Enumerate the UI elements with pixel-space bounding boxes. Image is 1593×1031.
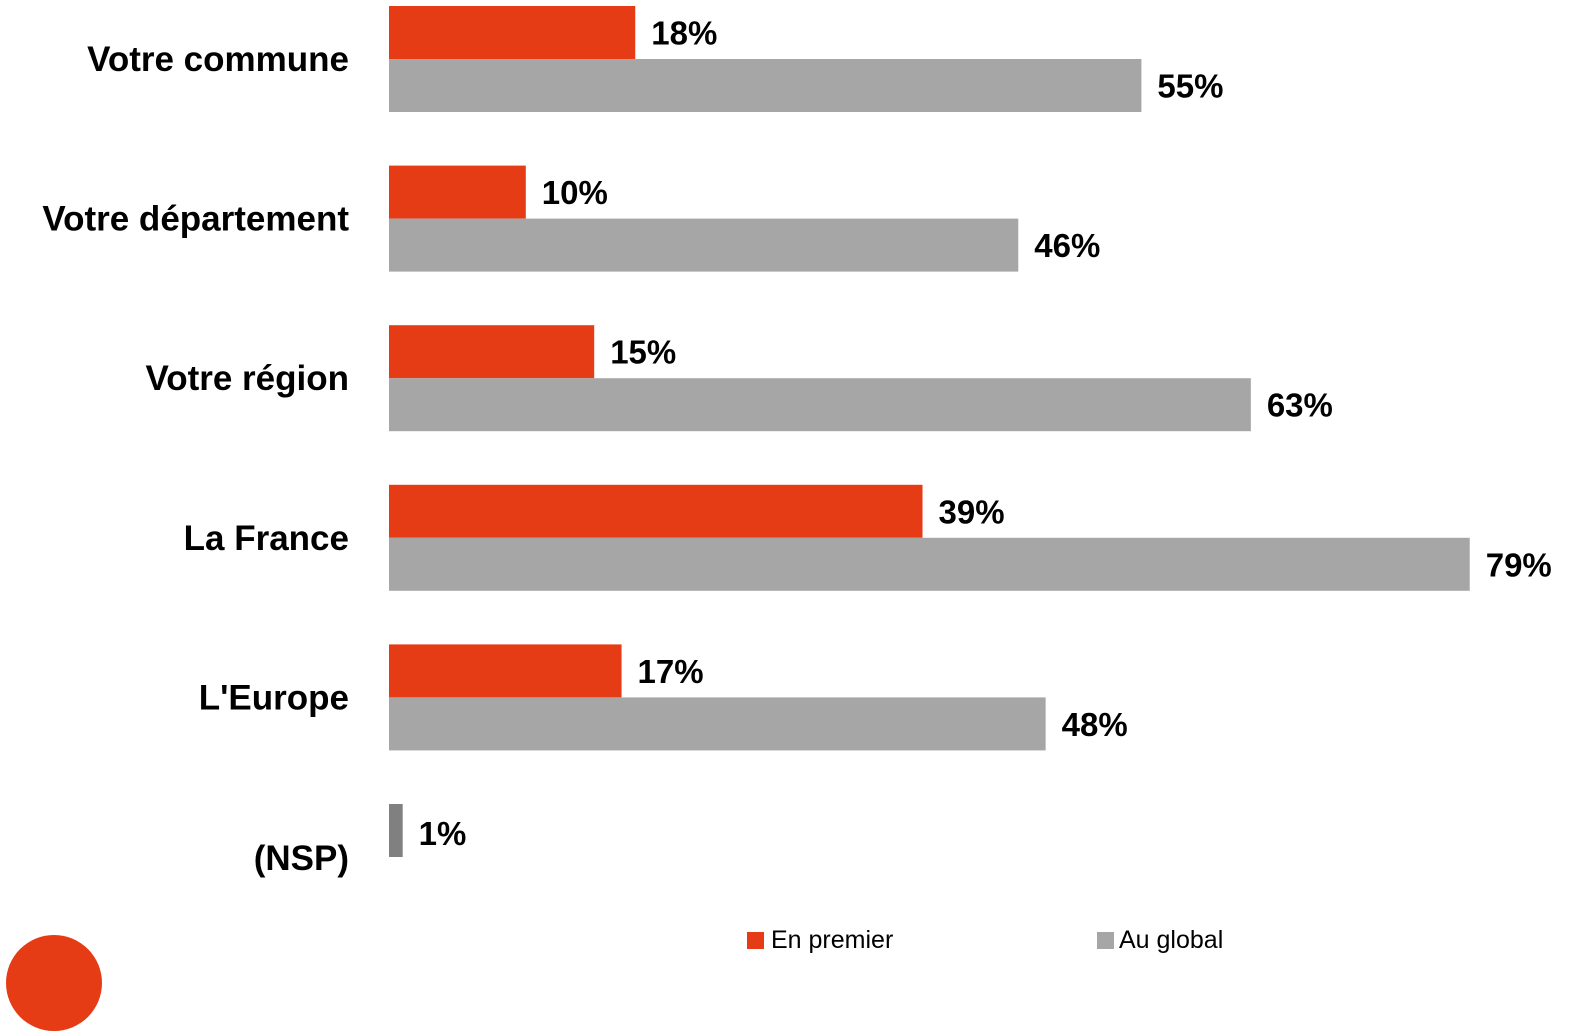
bar-au-global [389,218,1019,272]
bar-en-premier [389,6,636,59]
data-label-en-premier: 15% [610,334,676,371]
legend-swatch [1097,932,1114,949]
bar-en-premier [389,644,622,698]
bar-en-premier [389,165,526,219]
category-label: L'Europe [199,678,349,717]
data-label-en-premier: 10% [542,174,608,211]
bar-au-global [389,378,1251,432]
category-label: (NSP) [254,839,349,878]
bar-en-premier [389,484,923,538]
category-label: Votre commune [87,40,349,79]
brand-logo [6,935,102,1031]
bar-au-global [389,537,1470,591]
data-label-au-global: 79% [1486,546,1552,583]
bar-en-premier [389,325,595,379]
legend-label: Au global [1119,926,1223,954]
bar-nsp [389,804,403,857]
data-label-nsp: 1% [419,815,467,852]
legend-label: En premier [771,926,893,954]
data-label-en-premier: 17% [638,653,704,690]
legend-swatch [747,932,764,949]
category-label: La France [184,519,349,558]
data-label-en-premier: 39% [939,493,1005,530]
data-label-au-global: 46% [1034,227,1100,264]
bar-au-global [389,697,1046,751]
category-label: Votre département [42,200,349,239]
bar-chart: Votre commune 18% 55% Votre département 10% 4… [42,6,1552,954]
data-label-au-global: 55% [1157,68,1223,105]
category-label: Votre région [145,359,349,398]
data-label-en-premier: 18% [651,15,717,52]
data-label-au-global: 48% [1062,706,1128,743]
data-label-au-global: 63% [1267,387,1333,424]
bar-au-global [389,59,1142,112]
